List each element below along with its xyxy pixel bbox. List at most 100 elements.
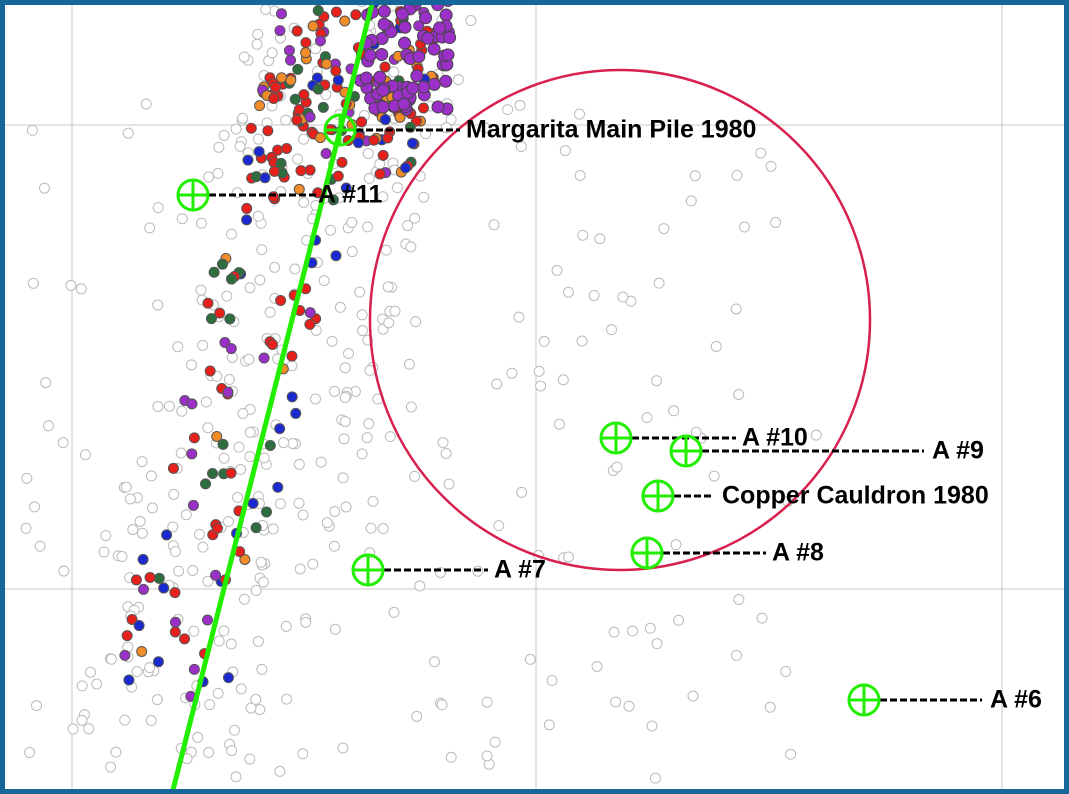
assay-point <box>398 36 412 50</box>
sample-point <box>244 426 256 438</box>
assay-point <box>410 69 424 83</box>
sample-point <box>163 400 175 412</box>
assay-point <box>291 25 303 37</box>
sample-point <box>563 551 575 563</box>
sample-point <box>274 498 286 510</box>
assay-point <box>225 343 237 355</box>
sample-point <box>38 182 50 194</box>
sample-point <box>194 528 206 540</box>
assay-point <box>314 132 326 144</box>
sample-point <box>479 122 491 134</box>
sample-point <box>651 638 663 650</box>
sample-point <box>489 736 501 748</box>
assay-point <box>136 645 148 657</box>
sample-point <box>516 486 528 498</box>
sample-point <box>649 772 661 784</box>
sample-point <box>176 405 188 417</box>
assay-point <box>412 50 426 64</box>
sample-point <box>293 458 305 470</box>
sample-point <box>440 447 452 459</box>
assay-point <box>222 386 234 398</box>
sample-point <box>418 191 430 203</box>
sample-point <box>235 464 247 476</box>
sample-point <box>383 317 395 329</box>
assay-point <box>285 54 297 66</box>
sample-point <box>203 746 215 758</box>
sample-point <box>310 43 322 55</box>
sample-point <box>321 517 333 529</box>
assay-point <box>222 672 234 684</box>
assay-point <box>293 103 305 115</box>
sample-point <box>221 290 233 302</box>
sample-point <box>389 305 401 317</box>
sample-point <box>34 540 46 552</box>
sample-point <box>361 432 373 444</box>
assay-point <box>321 58 333 70</box>
assay-point <box>413 20 425 32</box>
assay-point <box>431 100 445 114</box>
assay-point <box>258 352 270 364</box>
assay-point <box>304 318 316 330</box>
sample-point <box>253 133 265 145</box>
sample-point <box>91 678 103 690</box>
assay-point <box>443 31 457 45</box>
assay-point <box>169 587 181 599</box>
sample-point <box>380 244 392 256</box>
assay-point <box>379 61 391 73</box>
sample-point <box>250 584 262 596</box>
sample-point <box>546 675 558 687</box>
assay-point <box>291 114 303 126</box>
assay-point <box>336 156 348 168</box>
sample-point <box>562 286 574 298</box>
sample-point <box>195 217 207 229</box>
sample-point <box>173 565 185 577</box>
sample-point <box>594 233 606 245</box>
sample-point <box>329 505 341 517</box>
sample-point <box>338 433 350 445</box>
sample-point <box>176 213 188 225</box>
sample-point <box>553 418 565 430</box>
sample-point <box>646 720 658 732</box>
sample-point <box>230 123 242 135</box>
sample-point <box>608 626 620 638</box>
assay-point <box>138 583 150 595</box>
sample-point <box>298 133 310 145</box>
sample-point <box>281 693 293 705</box>
sample-point <box>445 114 457 126</box>
assay-point <box>247 497 259 509</box>
assay-point <box>208 266 220 278</box>
sample-point <box>576 335 588 347</box>
assay-point <box>204 365 216 377</box>
sample-point <box>233 441 245 453</box>
assay-point <box>433 21 447 35</box>
sample-point <box>24 746 36 758</box>
sample-point <box>730 303 742 315</box>
assay-point <box>395 7 409 21</box>
assay-point <box>298 89 310 101</box>
assay-point <box>205 313 217 325</box>
assay-point <box>300 37 312 49</box>
assay-point <box>330 65 342 77</box>
assay-point <box>356 116 368 128</box>
assay-point <box>382 132 394 144</box>
sample-point <box>225 638 237 650</box>
sample-point <box>810 429 822 441</box>
sample-point <box>244 753 256 765</box>
sample-point <box>244 282 256 294</box>
sample-point <box>785 748 797 760</box>
sample-point <box>67 723 79 735</box>
assay-point <box>352 137 364 149</box>
sample-point <box>465 15 477 27</box>
sample-point <box>175 447 187 459</box>
sample-point <box>493 520 505 532</box>
sample-point <box>685 195 697 207</box>
sample-point <box>365 522 377 534</box>
sample-point <box>152 299 164 311</box>
sample-point <box>245 702 257 714</box>
sample-point <box>733 388 745 400</box>
sample-point <box>255 556 267 568</box>
sample-point <box>298 196 310 208</box>
sample-point <box>297 748 309 760</box>
sample-point <box>367 495 379 507</box>
assay-point <box>239 553 251 565</box>
